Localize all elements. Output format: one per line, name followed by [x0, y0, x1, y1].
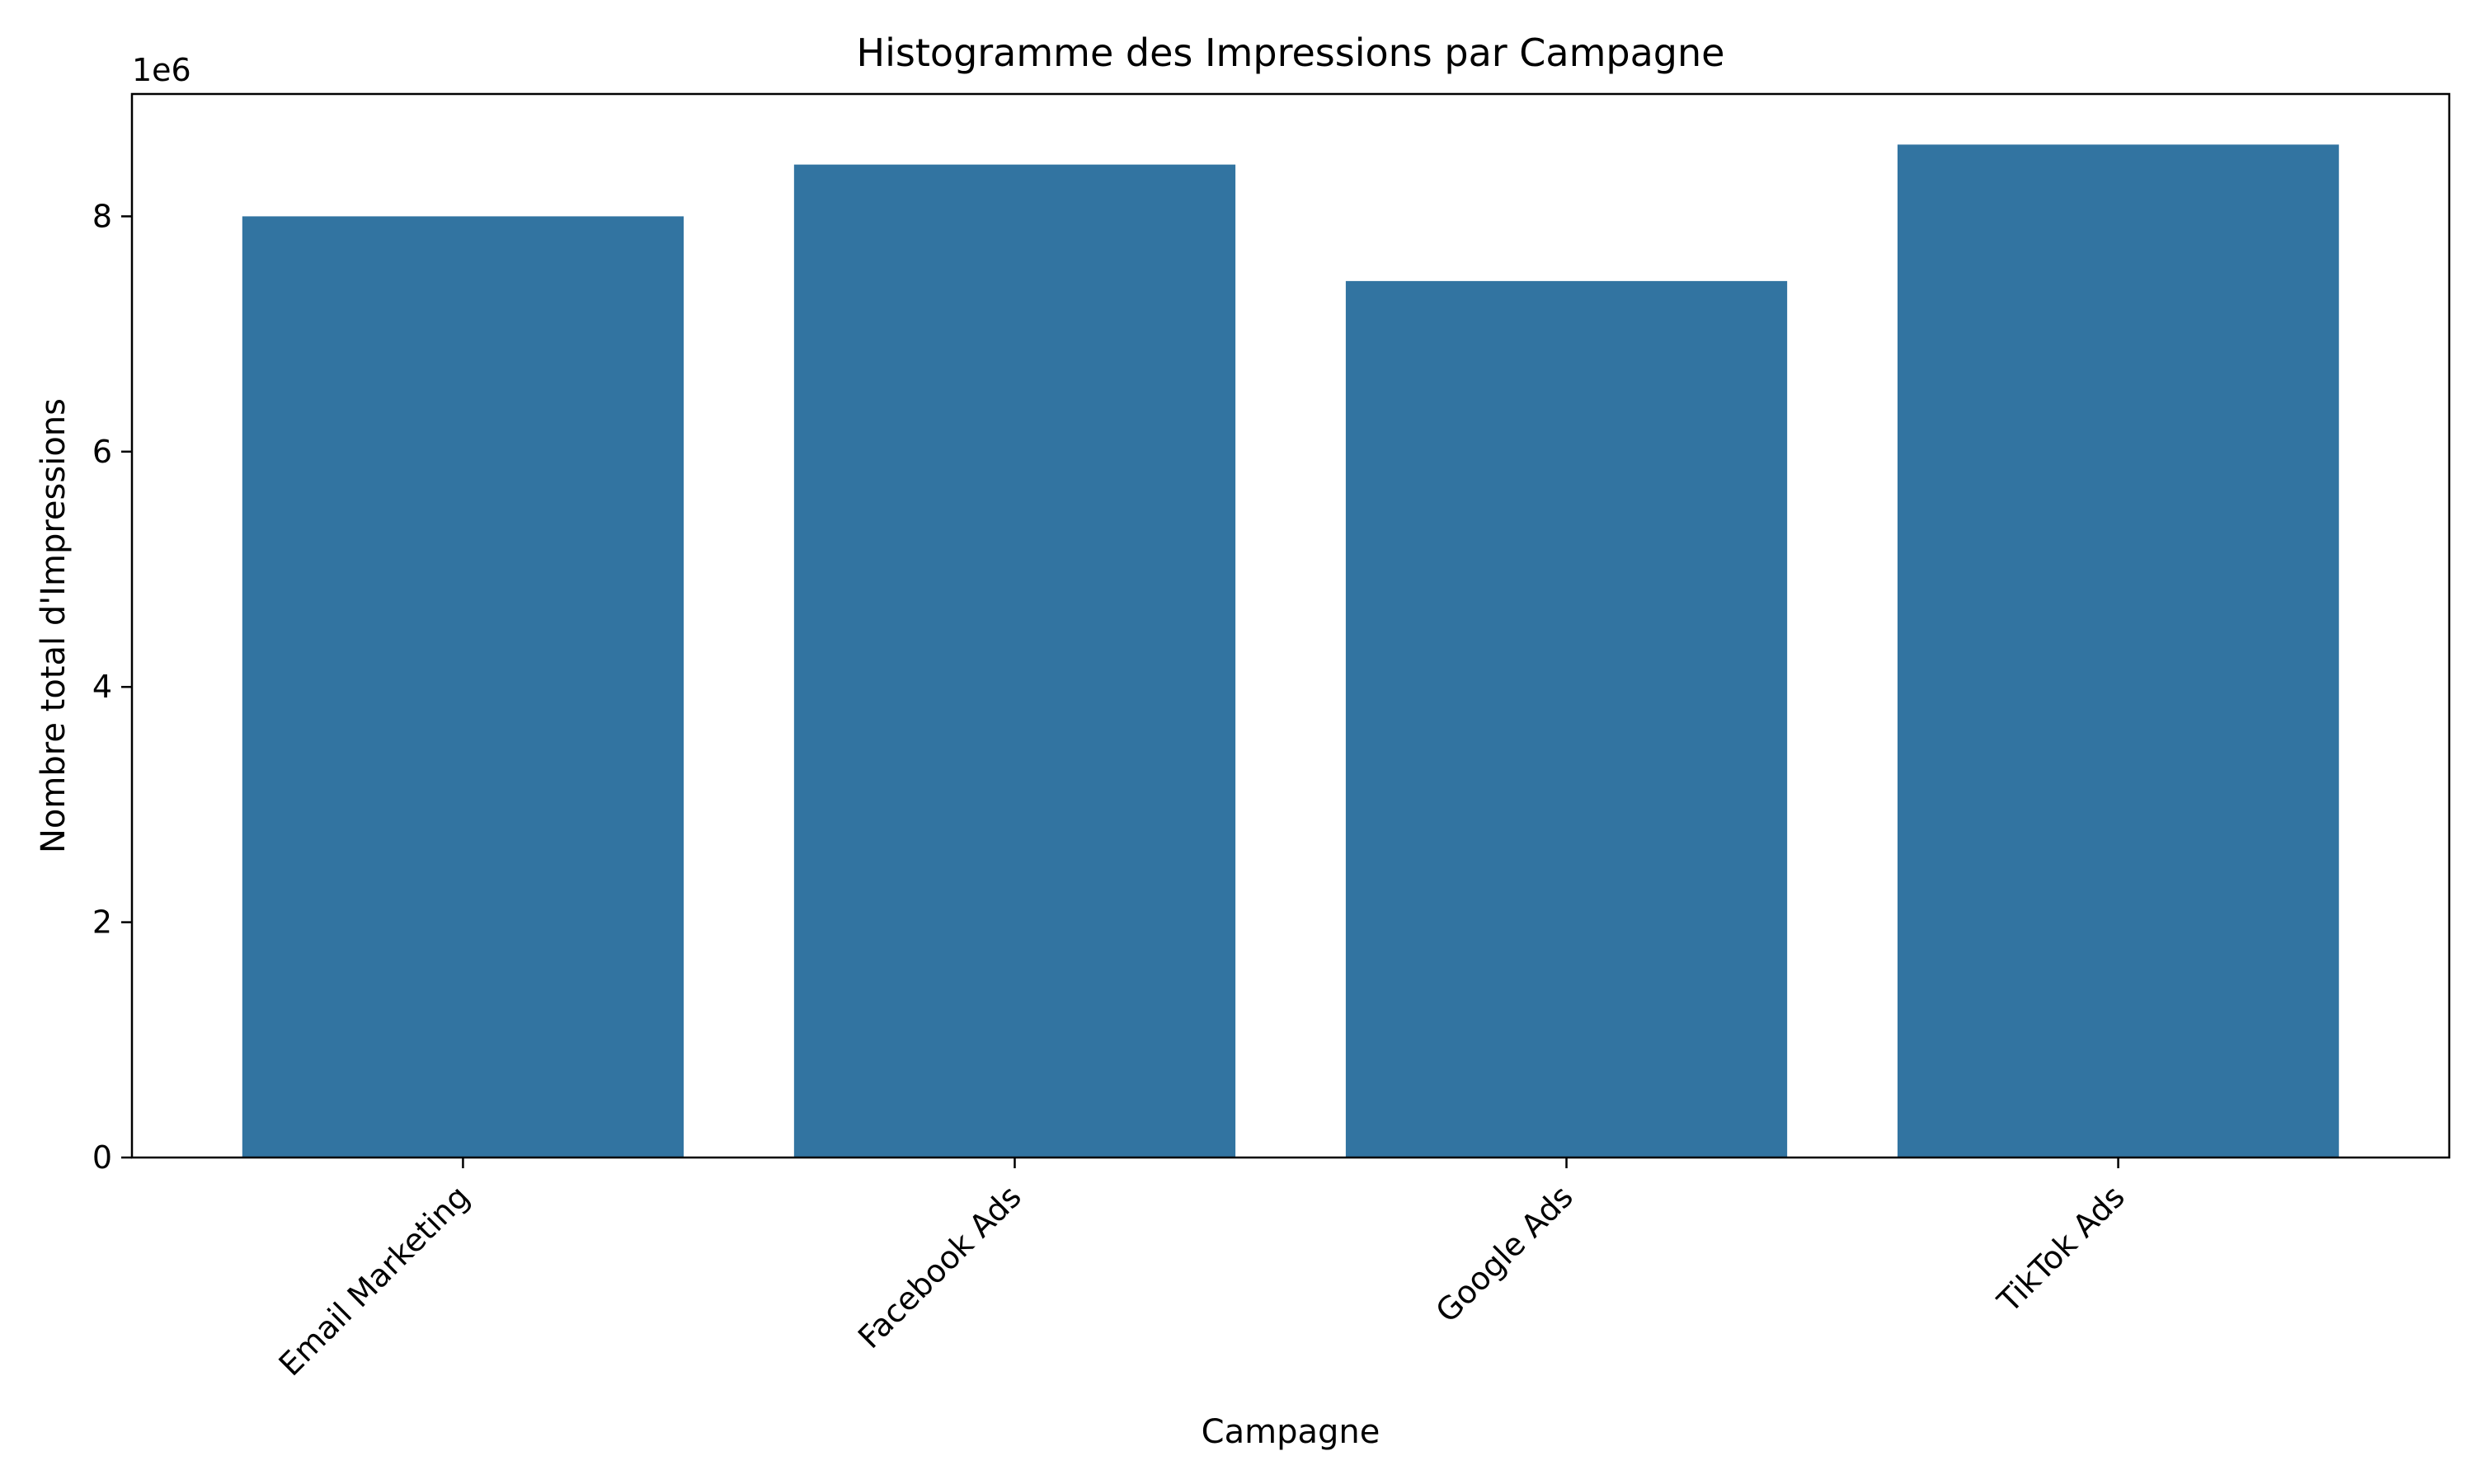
y-tick-label: 0	[92, 1139, 112, 1176]
bar-google-ads	[1345, 280, 1788, 1158]
chart-title: Histogramme des Impressions par Campagne	[857, 31, 1725, 75]
plot-frame	[130, 92, 2451, 1159]
bar-email-marketing	[242, 216, 684, 1158]
y-tick-label: 8	[92, 198, 112, 234]
y-tick-label: 6	[92, 434, 112, 470]
y-tick-label: 4	[92, 669, 112, 705]
y-tick-label: 2	[92, 904, 112, 941]
y-axis-offset-label: 1e6	[132, 52, 191, 88]
x-axis-label: Campagne	[1202, 1413, 1380, 1451]
y-axis-label: Nombre total d'Impressions	[35, 398, 73, 853]
y-axis-ticks: 0 2 4 6 8	[92, 198, 132, 1176]
bar-tiktok-ads	[1897, 144, 2340, 1158]
bar-facebook-ads	[793, 164, 1236, 1158]
bars-group	[242, 144, 2340, 1158]
